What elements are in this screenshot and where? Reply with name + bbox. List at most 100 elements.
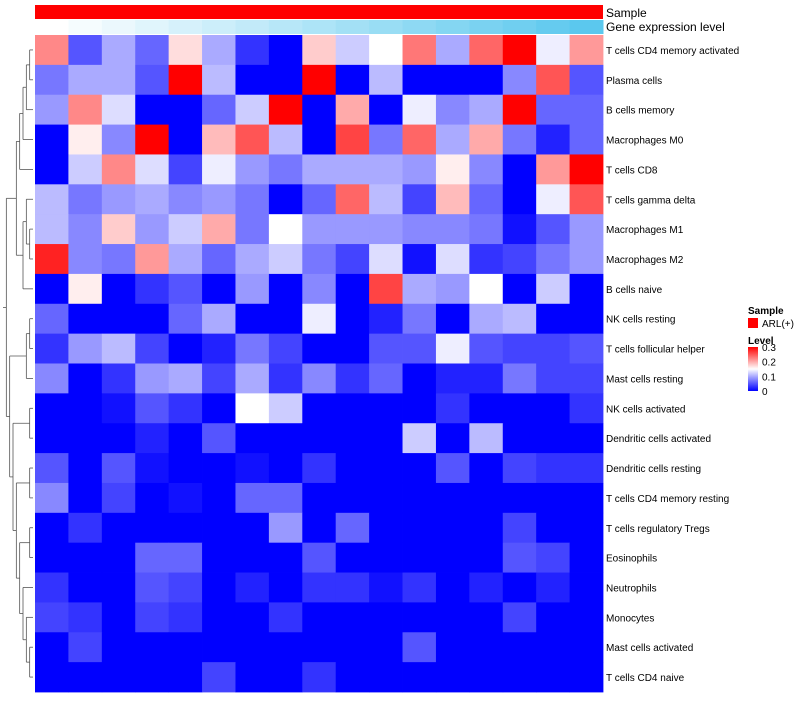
heatmap-cell bbox=[369, 35, 403, 66]
heatmap-cell bbox=[235, 124, 270, 155]
heatmap-cell bbox=[469, 363, 504, 394]
heatmap-cell bbox=[135, 662, 170, 693]
heatmap-cell bbox=[469, 542, 504, 573]
heatmap-cell bbox=[235, 363, 270, 394]
heatmap-cell bbox=[402, 512, 437, 544]
heatmap-cell bbox=[536, 572, 570, 603]
heatmap-cell bbox=[435, 542, 470, 573]
row-label: T cells CD8 bbox=[606, 165, 658, 176]
heatmap-cell bbox=[435, 453, 470, 484]
heatmap-cell bbox=[369, 512, 403, 544]
heatmap-cell bbox=[302, 273, 337, 305]
heatmap-cell bbox=[536, 64, 570, 96]
heatmap-cell bbox=[35, 512, 69, 544]
heatmap-cell bbox=[101, 542, 136, 573]
heatmap-cell bbox=[369, 482, 403, 514]
row-label: T cells gamma delta bbox=[606, 195, 696, 206]
heatmap-cell bbox=[402, 64, 437, 96]
heatmap-cell bbox=[135, 303, 170, 335]
heatmap-cell bbox=[536, 35, 570, 66]
heatmap-cell bbox=[68, 214, 103, 245]
heatmap-cell bbox=[135, 273, 170, 305]
heatmap-cell bbox=[235, 662, 270, 693]
heatmap-cell bbox=[569, 154, 604, 185]
heatmap-cell bbox=[569, 482, 604, 514]
heatmap-cell bbox=[101, 214, 136, 245]
heatmap-cell bbox=[536, 303, 570, 335]
expression-annotation-cell bbox=[302, 20, 337, 34]
heatmap-cell bbox=[335, 602, 370, 633]
heatmap-cell bbox=[68, 64, 103, 96]
heatmap-cell bbox=[502, 572, 537, 603]
heatmap-cell bbox=[35, 273, 69, 305]
heatmap-cell bbox=[202, 453, 236, 484]
heatmap-cell bbox=[435, 244, 470, 275]
heatmap-cell bbox=[101, 184, 136, 215]
row-label: Dendritic cells activated bbox=[606, 434, 711, 445]
heatmap-cell bbox=[569, 273, 604, 305]
heatmap-cell bbox=[402, 453, 437, 484]
heatmap-cell bbox=[402, 214, 437, 245]
heatmap-cell bbox=[268, 333, 303, 364]
heatmap-cell bbox=[335, 303, 370, 335]
row-labels: T cells CD4 memory activated Plasma cells… bbox=[606, 46, 739, 684]
heatmap-cell bbox=[235, 602, 270, 633]
heatmap-cell bbox=[502, 542, 537, 573]
heatmap-cell bbox=[536, 333, 570, 364]
heatmap-cell bbox=[135, 453, 170, 484]
heatmap-cell bbox=[68, 124, 103, 155]
heatmap-cell bbox=[369, 542, 403, 573]
heatmap-cell bbox=[268, 214, 303, 245]
heatmap-cell bbox=[35, 94, 69, 125]
heatmap-cell bbox=[502, 333, 537, 364]
heatmap-cell bbox=[68, 482, 103, 514]
heatmap-cell bbox=[536, 632, 570, 663]
sample-track-label: Sample bbox=[606, 6, 647, 20]
heatmap-cell bbox=[402, 333, 437, 364]
heatmap-cell bbox=[202, 244, 236, 275]
heatmap-cell bbox=[302, 333, 337, 364]
heatmap-cell bbox=[68, 602, 103, 633]
heatmap-cell bbox=[402, 94, 437, 125]
heatmap-cell bbox=[502, 273, 537, 305]
legend-sample-swatch bbox=[748, 318, 758, 328]
expression-annotation-cell bbox=[369, 20, 404, 34]
heatmap-cell bbox=[101, 453, 136, 484]
heatmap-cell bbox=[569, 124, 604, 155]
heatmap-cell bbox=[235, 154, 270, 185]
heatmap-cell bbox=[335, 393, 370, 424]
heatmap-cell bbox=[35, 602, 69, 633]
heatmap-cell bbox=[235, 423, 270, 454]
heatmap-cell bbox=[369, 303, 403, 335]
heatmap-cell bbox=[68, 363, 103, 394]
heatmap-cell bbox=[268, 542, 303, 573]
heatmap-cell bbox=[68, 244, 103, 275]
heatmap-cell bbox=[135, 393, 170, 424]
heatmap-cell bbox=[68, 632, 103, 663]
heatmap-cell bbox=[469, 512, 504, 544]
row-label: T cells CD4 memory activated bbox=[606, 46, 739, 57]
heatmap-cell bbox=[168, 453, 203, 484]
row-label: T cells CD4 naive bbox=[606, 673, 685, 684]
heatmap-cell bbox=[435, 124, 470, 155]
heatmap-cell bbox=[135, 482, 170, 514]
expression-annotation-cell bbox=[135, 20, 170, 34]
heatmap-cell bbox=[469, 214, 504, 245]
heatmap-cell bbox=[202, 662, 236, 693]
heatmap-cell bbox=[35, 363, 69, 394]
heatmap-cell bbox=[369, 214, 403, 245]
heatmap-cell bbox=[402, 602, 437, 633]
legend-level-title: Level bbox=[748, 336, 774, 347]
heatmap-cell bbox=[569, 393, 604, 424]
heatmap-cell bbox=[302, 662, 337, 693]
heatmap-cell bbox=[402, 273, 437, 305]
heatmap-cell bbox=[235, 94, 270, 125]
row-label: B cells memory bbox=[606, 106, 674, 117]
heatmap-cell bbox=[335, 64, 370, 96]
heatmap-cell bbox=[202, 542, 236, 573]
heatmap-cell bbox=[402, 244, 437, 275]
heatmap-cell bbox=[569, 214, 604, 245]
heatmap-cell bbox=[35, 572, 69, 603]
heatmap-cell bbox=[168, 154, 203, 185]
